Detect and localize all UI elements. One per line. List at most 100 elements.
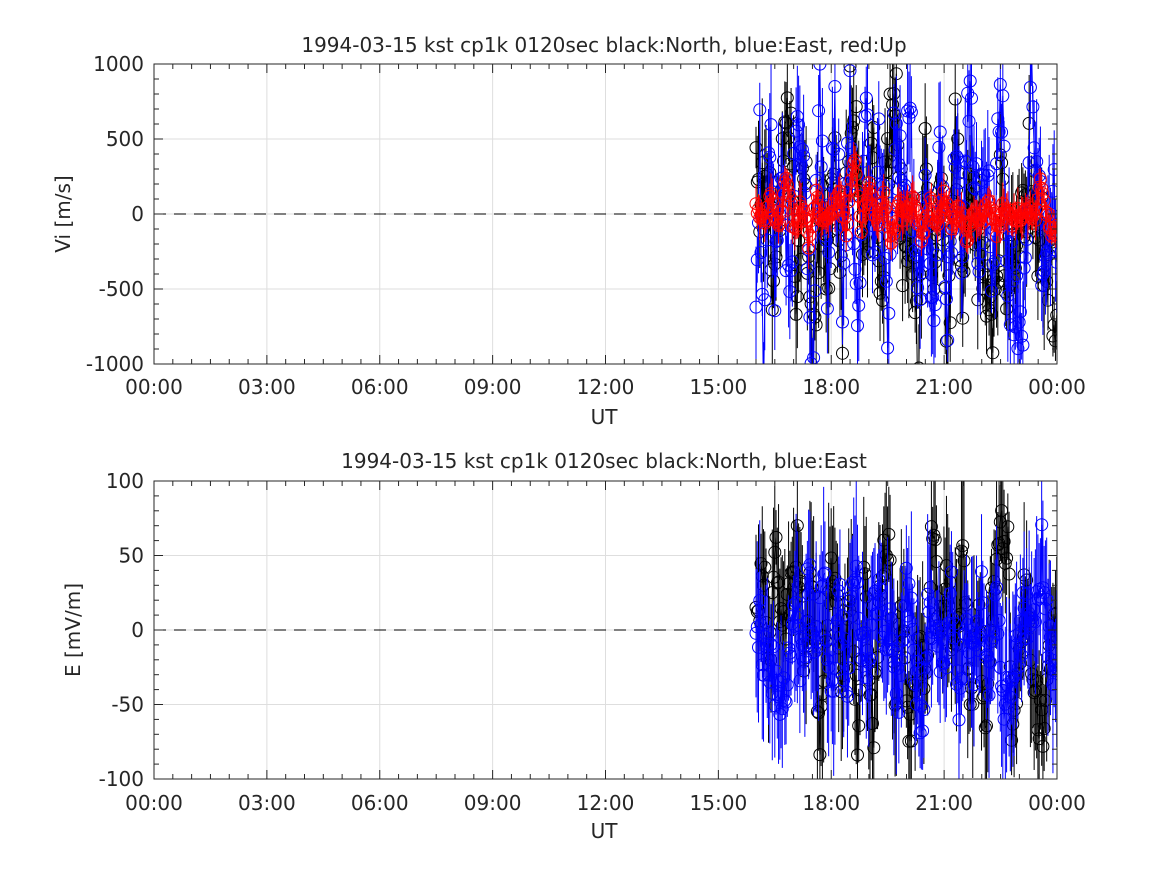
velocity-up-point xyxy=(854,225,868,239)
velocity-east-point xyxy=(927,314,941,328)
electric-field-east-point xyxy=(902,577,916,591)
velocity-north-point xyxy=(874,274,888,288)
velocity-up-point xyxy=(798,211,812,225)
velocity-east-point xyxy=(861,108,874,122)
velocity-north-point xyxy=(943,316,957,330)
electric-field-x-tick-label: 21:00 xyxy=(915,791,973,815)
electric-field-east-point xyxy=(980,648,993,662)
velocity-east-point xyxy=(962,114,976,128)
velocity-up-point xyxy=(828,203,842,217)
electric-field-east-point xyxy=(787,598,801,612)
electric-field-east-point xyxy=(903,614,917,628)
electric-field-x-tick-label: 09:00 xyxy=(464,791,522,815)
electric-field-east-point xyxy=(1036,581,1050,595)
electric-field-north-point xyxy=(1036,739,1050,753)
electric-field-north-point xyxy=(1037,722,1051,735)
velocity-north-point xyxy=(1048,334,1057,348)
electric-field-east-point xyxy=(1048,663,1057,677)
velocity-up-point xyxy=(893,193,907,207)
velocity-east-point xyxy=(965,91,978,105)
velocity-east-point xyxy=(815,134,829,148)
electric-field-east-point xyxy=(919,650,933,664)
velocity-up-point xyxy=(961,233,975,247)
velocity-up-point xyxy=(956,214,970,228)
electric-field-east-point xyxy=(764,637,778,651)
velocity-east-point xyxy=(956,250,970,264)
velocity-east-point xyxy=(887,106,901,120)
velocity-east-point xyxy=(768,304,782,318)
velocity-up-point xyxy=(807,202,821,216)
electric-field-east-point xyxy=(976,596,990,610)
velocity-east-point xyxy=(1008,320,1022,334)
velocity-panel: 1994-03-15 kst cp1k 0120sec black:North,… xyxy=(51,33,1086,429)
velocity-up-point xyxy=(838,211,852,225)
velocity-east-point xyxy=(982,164,996,178)
electric-field-east-point xyxy=(797,654,811,668)
velocity-east-point xyxy=(967,181,981,195)
electric-field-east-point xyxy=(842,661,856,675)
velocity-up-point xyxy=(805,220,819,234)
electric-field-east-point xyxy=(820,653,834,667)
electric-field-east-point xyxy=(1035,518,1049,532)
electric-field-north-point xyxy=(991,538,1005,552)
electric-field-east-point xyxy=(810,635,824,649)
electric-field-north-point xyxy=(883,553,897,567)
electric-field-east-point xyxy=(898,599,912,613)
velocity-up-point xyxy=(1040,208,1054,222)
velocity-east-point xyxy=(996,89,1010,103)
velocity-east-point xyxy=(763,150,777,164)
velocity-east-point xyxy=(966,160,980,174)
velocity-up-point xyxy=(775,205,789,219)
velocity-up-point xyxy=(887,227,901,241)
electric-field-x-tick-label: 00:00 xyxy=(125,791,183,815)
electric-field-east-point xyxy=(1011,661,1025,675)
velocity-east-point xyxy=(991,112,1005,126)
electric-field-east-point xyxy=(817,567,831,581)
velocity-up-point xyxy=(1036,187,1050,201)
velocity-east-point xyxy=(990,157,1004,171)
velocity-east-point xyxy=(836,315,849,329)
velocity-east-point xyxy=(758,293,772,307)
velocity-east-point xyxy=(942,250,956,264)
velocity-east-point xyxy=(784,264,798,277)
velocity-east-point xyxy=(945,246,958,260)
electric-field-east-point xyxy=(986,631,1000,645)
velocity-east-point xyxy=(933,125,947,139)
electric-field-east-point xyxy=(952,713,966,727)
electric-field-east-point xyxy=(851,575,864,589)
electric-field-x-axis-label: UT xyxy=(591,819,619,843)
electric-field-east-point xyxy=(752,640,765,654)
velocity-east-point xyxy=(1015,329,1029,343)
electric-field-east-point xyxy=(755,658,769,672)
electric-field-east-point xyxy=(822,660,836,674)
velocity-series-east xyxy=(749,64,1057,364)
electric-field-east-point xyxy=(874,604,888,618)
velocity-north-point xyxy=(878,155,892,169)
velocity-north-point xyxy=(948,92,962,106)
electric-field-east-point xyxy=(1020,587,1034,601)
velocity-east-point xyxy=(794,158,808,171)
velocity-east-point xyxy=(888,142,902,156)
velocity-up-point xyxy=(877,185,891,199)
electric-field-north-point xyxy=(813,748,827,762)
velocity-up-point xyxy=(913,219,927,233)
velocity-east-point xyxy=(1013,305,1027,319)
electric-field-east-point xyxy=(1033,590,1047,604)
electric-field-east-point xyxy=(991,627,1005,641)
velocity-east-point xyxy=(1016,338,1030,352)
velocity-east-point xyxy=(808,284,822,298)
electric-field-east-point xyxy=(872,573,886,587)
velocity-up-point xyxy=(802,241,816,255)
velocity-north-point xyxy=(983,290,997,304)
velocity-up-point xyxy=(767,197,780,211)
electric-field-east-point xyxy=(948,617,962,631)
velocity-up-point xyxy=(965,215,978,229)
electric-field-north-point xyxy=(980,719,993,733)
electric-field-north-point xyxy=(772,575,786,589)
electric-field-east-point xyxy=(1017,601,1031,615)
velocity-up-point xyxy=(958,218,972,232)
electric-field-east-point xyxy=(863,652,877,666)
velocity-up-point xyxy=(894,203,908,217)
velocity-east-point xyxy=(939,292,953,306)
